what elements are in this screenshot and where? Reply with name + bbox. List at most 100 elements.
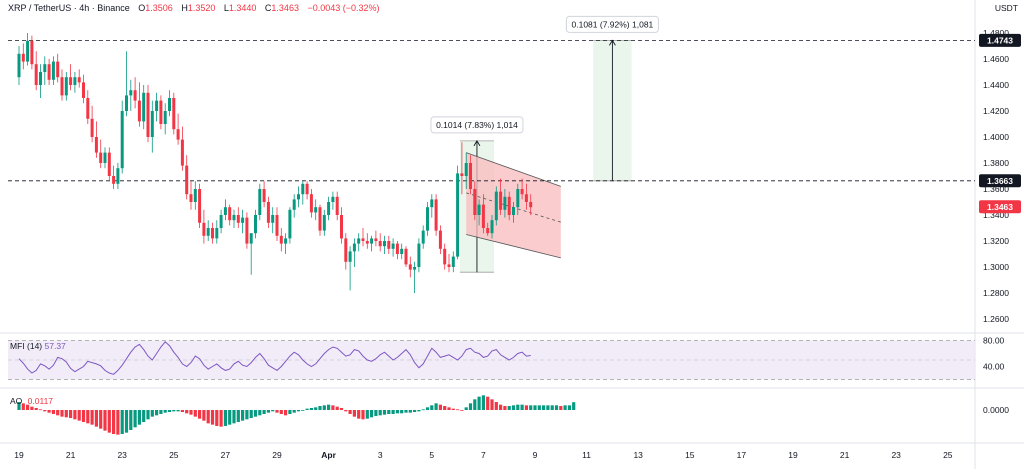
ao-bar — [490, 399, 494, 410]
candle-body — [374, 238, 378, 241]
ao-legend[interactable]: AO 0.0117 — [10, 396, 53, 406]
price-tick-label: 1.2600 — [983, 314, 1009, 324]
ao-bar — [537, 405, 541, 410]
close-value: 1.3463 — [271, 3, 299, 13]
change-value: −0.0043 (−0.32%) — [307, 3, 380, 13]
candle-body — [228, 207, 232, 221]
ao-bar — [271, 410, 275, 412]
ao-bar — [116, 410, 120, 435]
ao-bar — [124, 410, 129, 433]
candle-body — [73, 77, 77, 85]
ao-bar — [30, 406, 34, 410]
ao-bar — [258, 410, 262, 416]
candle-body — [413, 267, 417, 270]
candle-body — [64, 77, 68, 96]
candle-body — [430, 199, 434, 208]
ao-pane[interactable] — [17, 395, 576, 435]
open-label: O — [138, 3, 146, 13]
candle-body — [365, 241, 369, 244]
time-tick-label: 21 — [66, 450, 76, 460]
ao-bar — [413, 410, 417, 412]
ao-bar — [430, 405, 434, 410]
ao-bar — [146, 410, 150, 420]
ao-bar — [425, 407, 430, 410]
ao-bar — [542, 405, 546, 410]
candle-body — [400, 248, 404, 254]
candle-body — [43, 64, 47, 72]
candle-body — [357, 238, 361, 244]
candle-body — [206, 228, 210, 236]
measure-label: 0.1014 (7.83%) 1,014 — [436, 120, 518, 130]
ao-bar — [314, 407, 318, 410]
candle-body — [447, 264, 451, 267]
ao-bar — [357, 410, 361, 419]
ao-bar — [554, 405, 559, 410]
axes-layer: 1.4800 1.4600 1.4400 1.4200 1.4000 1.3800 1.36… — [14, 28, 1021, 460]
candle-body — [456, 173, 460, 257]
ao-bar — [447, 407, 451, 410]
ao-bar — [185, 410, 189, 414]
candle-body — [516, 189, 520, 208]
ao-bar — [468, 403, 473, 410]
ao-bar — [21, 403, 25, 410]
ao-bar — [120, 410, 124, 434]
ao-bar — [142, 410, 146, 422]
ao-bar — [159, 410, 163, 414]
candle-body — [150, 111, 154, 137]
candle-body — [421, 230, 425, 244]
time-tick-label: 7 — [481, 450, 486, 460]
candle-body — [77, 77, 81, 83]
candle-body — [477, 204, 481, 215]
mfi-pane[interactable] — [8, 340, 975, 380]
mfi-period: (14) — [27, 341, 43, 351]
candle-body — [94, 137, 98, 153]
symbol-header: XRP / TetherUS · 4h · Binance O1.3506 H1… — [8, 3, 380, 13]
ao-bar — [228, 410, 232, 425]
ao-bar — [198, 410, 202, 419]
ao-bar — [90, 410, 94, 425]
candle-body — [370, 238, 374, 244]
candle-body — [473, 189, 477, 215]
candle-body — [507, 196, 511, 215]
ao-bar — [69, 410, 73, 418]
ao-bar — [137, 410, 141, 425]
ao-bar — [150, 410, 154, 417]
candle-body — [142, 92, 146, 122]
candle-body — [383, 241, 386, 247]
candle-body — [189, 194, 193, 202]
low-value: 1.3440 — [228, 3, 257, 13]
time-tick-label: 11 — [582, 450, 591, 460]
price-pane[interactable]: 0.1014 (7.83%) 1,014 0.1081 (7.92%) 1,081 — [8, 15, 975, 293]
candle-body — [503, 196, 507, 210]
candle-body — [275, 215, 279, 236]
ao-bar — [348, 410, 352, 414]
ao-tick-label: 0.0000 — [983, 405, 1009, 415]
candle-body — [82, 82, 85, 98]
candle-body — [202, 222, 206, 236]
price-tick-label: 1.3800 — [983, 158, 1009, 168]
price-tick-label: 1.4600 — [983, 54, 1009, 64]
ao-bar — [112, 410, 116, 434]
candle-body — [331, 196, 335, 202]
price-tick-label: 1.4200 — [983, 106, 1009, 116]
candle-body — [340, 215, 343, 239]
ao-bar — [288, 410, 292, 414]
candle-body — [288, 209, 292, 239]
ao-bar — [408, 410, 412, 413]
candle-body — [86, 98, 90, 119]
mfi-legend[interactable]: MFI (14) 57.37 — [10, 341, 66, 351]
ao-bar — [382, 410, 387, 415]
ao-bar — [511, 405, 516, 410]
ao-bar — [451, 408, 455, 410]
ao-bar — [391, 410, 395, 414]
candle-body — [211, 228, 214, 239]
candle-body — [254, 215, 257, 234]
candle-body — [404, 248, 408, 265]
ao-bar — [43, 410, 47, 412]
channel-lower-line — [466, 234, 561, 259]
candle-body — [39, 72, 42, 85]
ao-bar — [81, 410, 86, 422]
price-label-box — [979, 174, 1021, 188]
candle-body — [490, 220, 494, 234]
